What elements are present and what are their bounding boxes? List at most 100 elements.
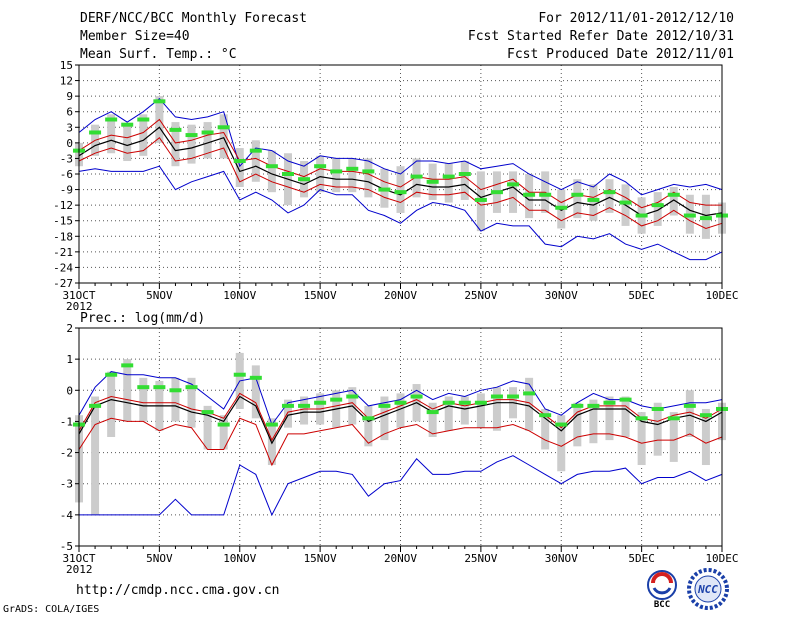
ensemble-box bbox=[701, 408, 710, 466]
observed-marker bbox=[539, 413, 552, 418]
observed-marker bbox=[185, 385, 198, 390]
observed-marker bbox=[555, 422, 568, 427]
y-tick-label: -21 bbox=[53, 246, 73, 259]
ensemble-box bbox=[621, 396, 630, 437]
ensemble-box bbox=[267, 150, 276, 193]
lower-line bbox=[78, 417, 723, 467]
observed-marker bbox=[298, 403, 311, 408]
observed-marker bbox=[683, 403, 696, 408]
observed-marker bbox=[314, 400, 327, 405]
member-size-label: Member Size=40 bbox=[80, 29, 190, 44]
ensemble-box bbox=[492, 387, 501, 431]
x-tick-label: 10NOV bbox=[223, 552, 256, 565]
y-tick-label: -3 bbox=[60, 478, 73, 491]
observed-marker bbox=[587, 197, 600, 202]
ensemble-box bbox=[123, 359, 132, 422]
y-tick-label: -9 bbox=[60, 184, 73, 197]
ensemble-box bbox=[653, 192, 662, 226]
x-tick-label: 5DEC bbox=[628, 552, 655, 565]
observed-marker bbox=[539, 192, 552, 197]
observed-marker bbox=[507, 394, 520, 399]
y-tick-label: -24 bbox=[53, 261, 73, 274]
ensemble-box bbox=[203, 405, 212, 450]
ensemble-box bbox=[283, 399, 292, 428]
observed-marker bbox=[651, 406, 664, 411]
y-tick-label: 2 bbox=[66, 322, 73, 335]
x-tick-label: 20NOV bbox=[384, 289, 417, 302]
x-tick-label: 10DEC bbox=[705, 552, 738, 565]
grads-credit: GrADS: COLA/IGES bbox=[3, 604, 100, 615]
footer-url[interactable]: http://cmdp.ncc.cma.gov.cn bbox=[76, 583, 280, 598]
observed-marker bbox=[137, 117, 150, 122]
y-tick-label: 12 bbox=[60, 75, 73, 88]
ensemble-box bbox=[605, 396, 614, 441]
observed-marker bbox=[265, 422, 278, 427]
ensemble-box bbox=[573, 179, 582, 219]
observed-marker bbox=[105, 117, 118, 122]
y-tick-label: -27 bbox=[53, 277, 73, 290]
fcst-started-label: Fcst Started Refer Date 2012/10/31 bbox=[467, 29, 734, 44]
ensemble-box bbox=[589, 184, 598, 221]
ensemble-box bbox=[476, 393, 485, 428]
observed-marker bbox=[667, 192, 680, 197]
observed-marker bbox=[153, 385, 166, 390]
y-tick-label: -4 bbox=[60, 509, 74, 522]
observed-marker bbox=[281, 403, 294, 408]
observed-marker bbox=[410, 394, 423, 399]
ensemble-box bbox=[107, 371, 116, 437]
ensemble-box bbox=[396, 393, 405, 428]
observed-marker bbox=[362, 169, 375, 174]
observed-marker bbox=[635, 416, 648, 421]
observed-marker bbox=[185, 133, 198, 138]
ensemble-box bbox=[203, 122, 212, 159]
y-tick-label: 0 bbox=[66, 137, 73, 150]
y-tick-label: -1 bbox=[60, 415, 73, 428]
observed-marker bbox=[169, 127, 182, 132]
observed-marker bbox=[105, 372, 118, 377]
observed-marker bbox=[426, 179, 439, 184]
observed-marker bbox=[635, 213, 648, 218]
chart-title: DERF/NCC/BCC Monthly Forecast bbox=[80, 11, 307, 26]
ensemble-box bbox=[364, 158, 373, 198]
upper-line bbox=[78, 392, 723, 442]
bcc-logo: BCC bbox=[644, 569, 680, 610]
observed-marker bbox=[137, 385, 150, 390]
observed-marker bbox=[426, 410, 439, 415]
ensemble-box bbox=[235, 148, 244, 187]
observed-marker bbox=[555, 205, 568, 210]
y-tick-label: -5 bbox=[60, 540, 73, 553]
observed-marker bbox=[699, 413, 712, 418]
mean-line bbox=[78, 395, 723, 445]
observed-marker bbox=[394, 400, 407, 405]
ensemble-box bbox=[653, 402, 662, 456]
x-tick-label: 31OCT bbox=[62, 289, 95, 302]
observed-marker bbox=[201, 410, 214, 415]
observed-marker bbox=[474, 197, 487, 202]
x-tick-label: 5NOV bbox=[146, 552, 173, 565]
x-tick-label: 31OCT bbox=[62, 552, 95, 565]
observed-marker bbox=[330, 397, 343, 402]
observed-marker bbox=[233, 372, 246, 377]
observed-marker bbox=[378, 187, 391, 192]
forecast-period-label: For 2012/11/01-2012/12/10 bbox=[538, 11, 734, 26]
x-tick-label: 30NOV bbox=[545, 552, 578, 565]
bcc-emblem-icon: BCC bbox=[647, 570, 677, 610]
y-tick-label: 3 bbox=[66, 121, 73, 134]
ensemble-box bbox=[573, 402, 582, 447]
observed-marker bbox=[667, 416, 680, 421]
svg-text:BCC: BCC bbox=[654, 600, 670, 609]
observed-marker bbox=[121, 122, 134, 127]
ensemble-box bbox=[348, 158, 357, 193]
observed-marker bbox=[89, 130, 102, 135]
ensemble-box bbox=[428, 402, 437, 437]
y-tick-label: 1 bbox=[66, 353, 73, 366]
observed-marker bbox=[683, 213, 696, 218]
ensemble-box bbox=[605, 179, 614, 213]
observed-marker bbox=[201, 130, 214, 135]
observed-marker bbox=[169, 388, 182, 393]
ensemble-box bbox=[107, 114, 116, 154]
svg-text:NCC: NCC bbox=[697, 583, 718, 596]
ensemble-box bbox=[171, 122, 180, 167]
observed-marker bbox=[699, 216, 712, 221]
min-line bbox=[79, 455, 723, 517]
